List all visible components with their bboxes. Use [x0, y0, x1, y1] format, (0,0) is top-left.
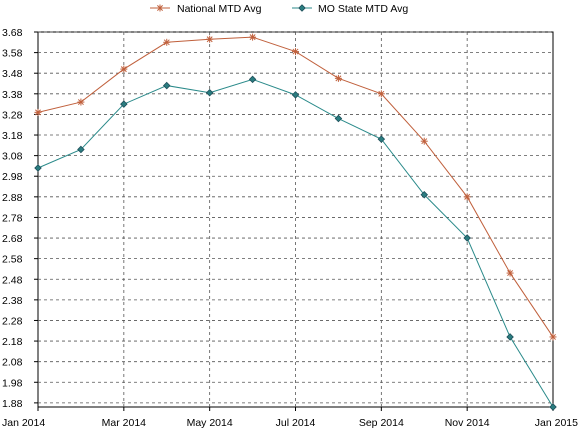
y-tick-label: 2.48	[2, 274, 23, 286]
data-point	[420, 191, 429, 199]
data-point	[291, 91, 300, 99]
x-tick-label: Jul 2014	[276, 417, 316, 429]
data-point	[77, 145, 85, 154]
data-point	[549, 333, 557, 341]
data-point	[162, 81, 171, 90]
y-tick-label: 2.98	[2, 171, 23, 183]
data-point	[77, 98, 85, 106]
x-tick-label: Mar 2014	[102, 417, 147, 429]
series-layer	[34, 33, 557, 411]
y-tick-label: 2.28	[2, 315, 23, 327]
data-point	[334, 74, 342, 82]
data-point	[34, 164, 42, 172]
y-tick-label: 2.78	[2, 212, 23, 224]
legend-item: National MTD Avg	[150, 3, 262, 15]
data-point	[248, 75, 257, 84]
data-point	[249, 33, 257, 41]
y-tick-label: 2.88	[2, 192, 23, 204]
y-tick-label: 3.08	[2, 151, 23, 163]
x-tick-label: Jan 2014	[2, 417, 45, 429]
data-point	[120, 65, 128, 73]
data-point	[163, 38, 171, 46]
y-tick-label: 2.18	[2, 336, 23, 348]
x-tick-label: Nov 2014	[445, 417, 490, 429]
data-point	[120, 100, 128, 108]
x-tick-label: Jan 2015	[535, 417, 578, 429]
legend: National MTD Avg MO State MTD Avg	[150, 3, 408, 15]
x-axis-ticks: Jan 2014 Mar 2014 May 2014 Jul 2014 Sep 2014…	[2, 407, 578, 429]
y-axis-ticks: 1.88 1.98 2.08 2.18 2.28 2.38 2.48 2.58 2.68 2.78…	[2, 27, 38, 410]
y-tick-label: 2.38	[2, 295, 23, 307]
data-point	[206, 35, 214, 43]
y-tick-label: 1.88	[2, 398, 23, 410]
data-point	[34, 108, 42, 116]
y-tick-label: 2.68	[2, 233, 23, 245]
data-point	[506, 333, 514, 341]
data-point	[292, 48, 299, 56]
series-1	[34, 75, 557, 411]
data-point	[205, 89, 214, 97]
legend-label: National MTD Avg	[177, 3, 262, 15]
legend-item: MO State MTD Avg	[292, 3, 408, 15]
y-tick-label: 1.98	[2, 377, 23, 389]
y-tick-label: 2.58	[2, 254, 23, 266]
y-tick-label: 2.08	[2, 357, 23, 369]
y-tick-label: 3.68	[2, 27, 23, 39]
legend-marker	[156, 4, 164, 12]
y-tick-label: 3.58	[2, 48, 23, 60]
y-tick-label: 3.48	[2, 68, 23, 80]
data-point	[506, 269, 514, 277]
data-point	[549, 403, 557, 411]
data-point	[377, 90, 385, 98]
legend-label: MO State MTD Avg	[318, 3, 408, 15]
x-tick-label: May 2014	[187, 417, 233, 429]
data-point	[377, 135, 386, 143]
data-point	[420, 137, 428, 145]
legend-marker	[298, 4, 306, 12]
y-tick-label: 3.38	[2, 89, 23, 101]
grid-lines	[38, 31, 553, 407]
data-point	[463, 193, 471, 201]
series-0	[34, 33, 557, 341]
y-tick-label: 3.18	[2, 130, 23, 142]
data-point	[334, 114, 343, 123]
y-tick-label: 3.28	[2, 109, 23, 121]
x-tick-label: Sep 2014	[359, 417, 404, 429]
data-point	[463, 234, 471, 242]
